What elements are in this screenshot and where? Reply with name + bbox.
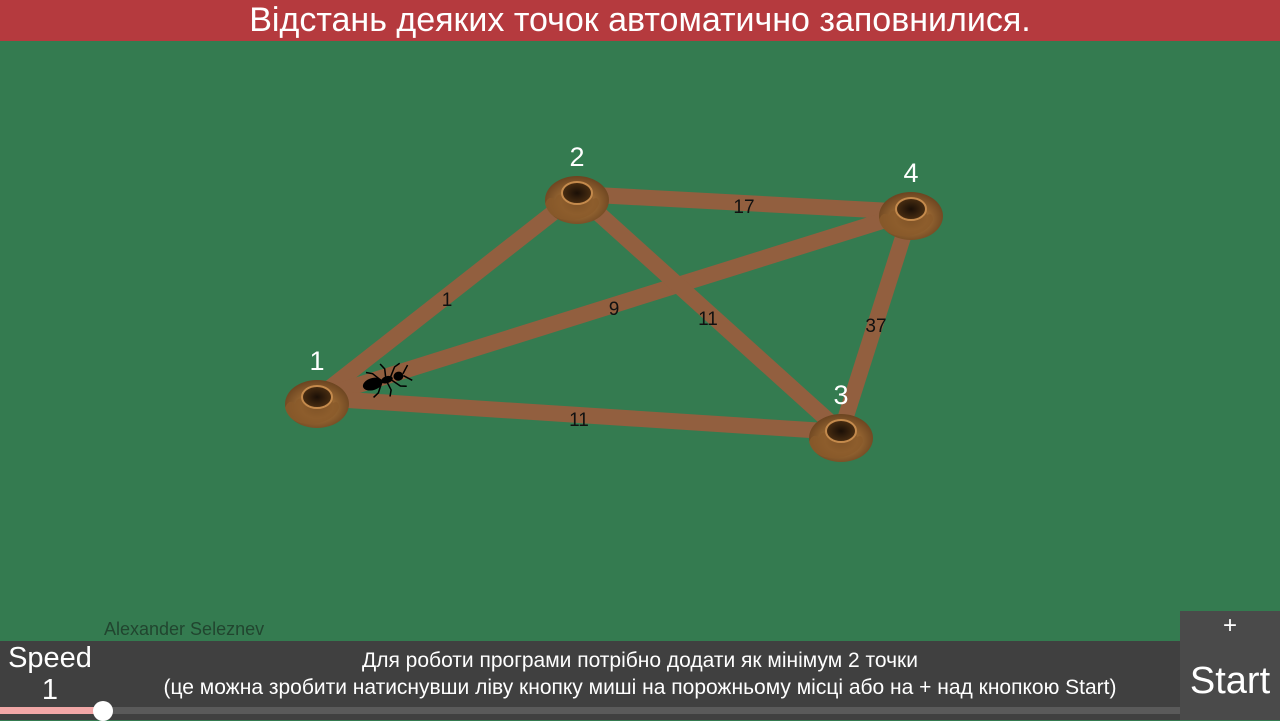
edge-1-3[interactable] (316, 390, 842, 440)
node-label: 1 (309, 346, 324, 376)
speed-slider-handle[interactable] (92, 701, 113, 721)
node-3[interactable]: 3 (809, 380, 873, 462)
edge-label-1-2: 1 (442, 290, 453, 311)
node-4[interactable]: 4 (879, 158, 943, 240)
speed-slider-fill (0, 707, 103, 714)
edge-2-4[interactable] (576, 186, 912, 220)
speed-label: Speed (8, 642, 92, 674)
edge-labels: 1 17 9 11 37 11 (442, 197, 887, 431)
edge-1-4[interactable] (314, 204, 914, 406)
start-button[interactable]: Start (1189, 660, 1271, 702)
hint-line-2: (це можна зробити натиснувши ліву кнопку… (163, 676, 1117, 699)
control-panel: Speed 1 Для роботи програми потрібно дод… (0, 641, 1180, 721)
edge-1-2[interactable] (312, 187, 582, 405)
author-credit: Alexander Seleznev (104, 619, 265, 639)
node-label: 2 (569, 142, 584, 172)
node-1[interactable]: 1 (285, 346, 349, 428)
edge-label-2-3: 11 (698, 309, 718, 330)
node-2[interactable]: 2 (545, 142, 609, 224)
node-label: 4 (903, 158, 918, 188)
node-label: 3 (833, 380, 848, 410)
edge-label-2-4: 17 (733, 197, 754, 218)
hint-line-1: Для роботи програми потрібно додати як м… (362, 649, 918, 672)
side-panel: + Start (1180, 611, 1280, 720)
edge-label-4-3: 37 (865, 316, 886, 337)
speed-value: 1 (41, 674, 59, 706)
edge-label-1-3: 11 (569, 410, 589, 431)
edge-label-1-4: 9 (609, 299, 620, 320)
status-banner: Відстань деяких точок автоматично заповн… (0, 0, 1280, 41)
edges (312, 186, 919, 440)
add-point-button[interactable]: + (1222, 612, 1237, 639)
ant-icon (362, 362, 413, 398)
edge-2-3[interactable] (571, 188, 847, 438)
graph-field[interactable]: 1 17 9 11 37 11 1 2 3 4 (0, 41, 1280, 641)
edge-4-3[interactable] (833, 209, 919, 435)
speed-slider[interactable] (0, 701, 1180, 721)
